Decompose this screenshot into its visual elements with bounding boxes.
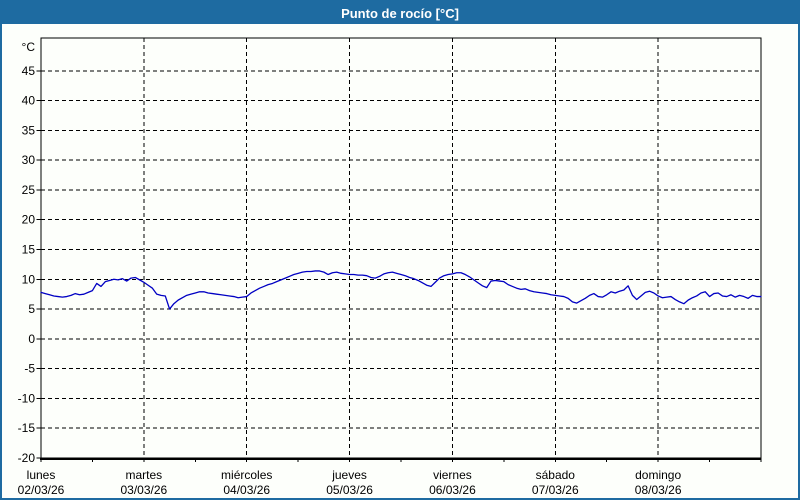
- day-name-label: sábado: [536, 468, 576, 482]
- day-date-label: 05/03/26: [326, 483, 373, 497]
- y-tick-label: 10: [22, 272, 36, 286]
- day-name-label: martes: [126, 468, 163, 482]
- day-date-label: 04/03/26: [223, 483, 270, 497]
- y-tick-label: 35: [22, 123, 36, 137]
- dew-point-chart: 45 40 35 30 25 20 15 10 5 0 -5 -10 -15 -20 °C lunes02/0…: [18, 37, 762, 497]
- y-tick-labels: 45 40 35 30 25 20 15 10 5 0 -5 -10 -15 -20: [18, 64, 36, 465]
- y-tick-label: 0: [28, 332, 35, 346]
- day-date-label: 06/03/26: [429, 483, 476, 497]
- y-axis-unit-label: °C: [22, 40, 36, 54]
- y-tick-label: 15: [22, 242, 36, 256]
- day-name-label: lunes: [27, 468, 56, 482]
- day-name-label: jueves: [331, 468, 367, 482]
- day-date-label: 07/03/26: [532, 483, 579, 497]
- y-tick-label: 30: [22, 153, 36, 167]
- y-gridlines: [36, 70, 761, 459]
- y-tick-label: -5: [24, 362, 35, 376]
- chart-area: 45 40 35 30 25 20 15 10 5 0 -5 -10 -15 -20 °C lunes 02/0…: [2, 24, 798, 498]
- y-tick-label: 25: [22, 183, 36, 197]
- chart-title: Punto de rocío [°C]: [341, 5, 459, 21]
- dew-point-line: [40, 270, 762, 310]
- day-date-label: 08/03/26: [635, 483, 682, 497]
- y-tick-label: 20: [22, 213, 36, 227]
- x-gridlines: [40, 38, 762, 462]
- day-name-label: domingo: [635, 468, 681, 482]
- chart-title-bar: Punto de rocío [°C]: [2, 2, 798, 24]
- plot-background: [41, 38, 761, 458]
- y-tick-label: 40: [22, 94, 36, 108]
- y-tick-label: -10: [18, 391, 36, 405]
- day-date-label: 03/03/26: [120, 483, 167, 497]
- y-tick-label: -15: [18, 421, 36, 435]
- day-name-label: miércoles: [221, 468, 272, 482]
- y-tick-label: 5: [28, 302, 35, 316]
- day-date-label: 02/03/26: [18, 483, 65, 497]
- day-name-label: viernes: [433, 468, 472, 482]
- y-tick-label: 45: [22, 64, 36, 78]
- y-tick-label: -20: [18, 451, 36, 465]
